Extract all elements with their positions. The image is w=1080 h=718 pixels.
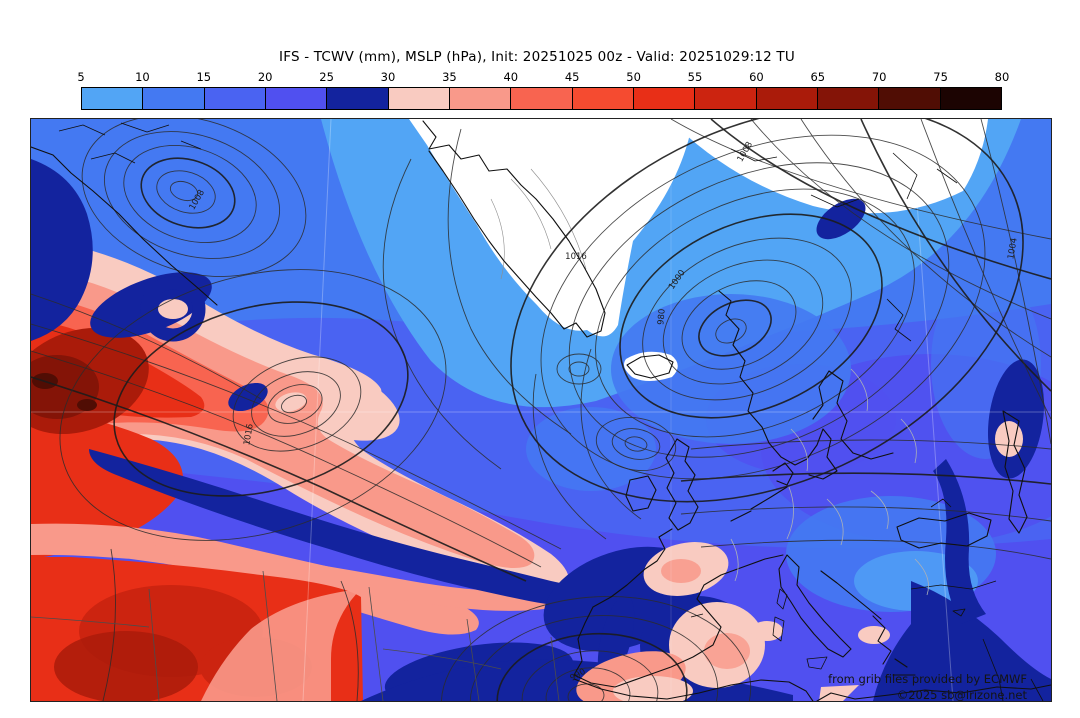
pressure-label: 1004 bbox=[1006, 237, 1020, 260]
colorbar-cell bbox=[82, 88, 144, 109]
colorbar-cell bbox=[204, 88, 266, 109]
coastlines bbox=[31, 120, 1051, 701]
colorbar-tick: 65 bbox=[810, 70, 826, 84]
colorbar-tick: 30 bbox=[380, 70, 396, 84]
tcwv-field bbox=[31, 119, 1051, 701]
colorbar-cell bbox=[511, 88, 573, 109]
colorbar-cell bbox=[695, 88, 757, 109]
colorbar-tick: 15 bbox=[196, 70, 212, 84]
colorbar-tick: 70 bbox=[871, 70, 887, 84]
colorbar-cell bbox=[449, 88, 512, 109]
colorbar-tick: 45 bbox=[564, 70, 580, 84]
colorbar-cell bbox=[265, 88, 328, 109]
colorbar-tick: 75 bbox=[933, 70, 948, 84]
colorbar-tick: 40 bbox=[503, 70, 519, 84]
colorbar-tick: 55 bbox=[687, 70, 703, 84]
colorbar-tick: 10 bbox=[135, 70, 150, 84]
weather-map: 1016 1008 1000 980 1008 1016 1004 990 from grib… bbox=[30, 118, 1052, 702]
colorbar bbox=[81, 87, 1002, 110]
chart-title: IFS - TCWV (mm), MSLP (hPa), Init: 20251… bbox=[279, 49, 795, 65]
colorbar-cell bbox=[572, 88, 634, 109]
colorbar-cell bbox=[879, 88, 941, 109]
pressure-label: 1016 bbox=[242, 423, 256, 446]
attribution-source: from grib files provided by ECMWF bbox=[828, 672, 1027, 686]
colorbar-cell bbox=[388, 88, 450, 109]
colorbar-cell bbox=[327, 88, 389, 109]
colorbar-cell bbox=[940, 88, 1001, 109]
colorbar-tick: 50 bbox=[626, 70, 641, 84]
pressure-label: 1016 bbox=[565, 252, 587, 262]
colorbar-cell bbox=[143, 88, 205, 109]
colorbar-tick: 20 bbox=[257, 70, 273, 84]
colorbar-tick-labels: 5 10 15 20 25 30 35 40 45 50 55 60 65 70 75 80 bbox=[0, 70, 1080, 84]
colorbar-tick: 5 bbox=[77, 70, 85, 84]
pressure-label: 980 bbox=[656, 308, 667, 325]
country-borders bbox=[31, 368, 929, 701]
colorbar-tick: 80 bbox=[994, 70, 1010, 84]
colorbar-cell bbox=[756, 88, 818, 109]
colorbar-header: IFS - TCWV (mm), MSLP (hPa), Init: 20251… bbox=[0, 0, 1080, 118]
colorbar-cell bbox=[633, 88, 696, 109]
mslp-isobars bbox=[31, 119, 1051, 701]
colorbar-tick: 25 bbox=[319, 70, 334, 84]
attribution-copyright: ©2025 sb@irizone.net bbox=[897, 688, 1028, 701]
colorbar-tick: 35 bbox=[442, 70, 457, 84]
colorbar-tick: 60 bbox=[749, 70, 764, 84]
colorbar-cell bbox=[817, 88, 880, 109]
